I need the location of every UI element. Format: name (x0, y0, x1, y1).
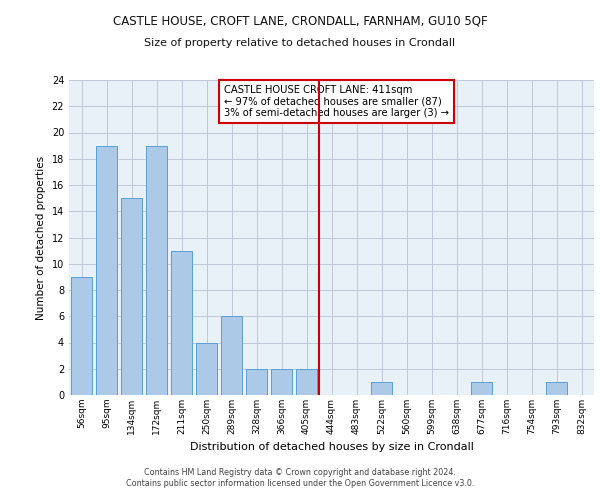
Bar (71, 277, 92, 395)
X-axis label: Distribution of detached houses by size in Crondall: Distribution of detached houses by size … (190, 442, 473, 452)
Bar (121, 198, 142, 395)
Y-axis label: Number of detached properties: Number of detached properties (36, 156, 46, 320)
Bar (371, 382, 392, 395)
Bar (221, 316, 242, 395)
Text: Size of property relative to detached houses in Crondall: Size of property relative to detached ho… (145, 38, 455, 48)
Text: CASTLE HOUSE CROFT LANE: 411sqm
← 97% of detached houses are smaller (87)
3% of : CASTLE HOUSE CROFT LANE: 411sqm ← 97% of… (224, 84, 449, 118)
Bar (246, 369, 267, 395)
Bar (171, 250, 192, 395)
Bar (546, 382, 567, 395)
Bar (271, 369, 292, 395)
Bar (471, 382, 492, 395)
Text: CASTLE HOUSE, CROFT LANE, CRONDALL, FARNHAM, GU10 5QF: CASTLE HOUSE, CROFT LANE, CRONDALL, FARN… (113, 15, 487, 28)
Bar (196, 342, 217, 395)
Bar (296, 369, 317, 395)
Bar (96, 146, 117, 395)
Bar (146, 146, 167, 395)
Text: Contains HM Land Registry data © Crown copyright and database right 2024.
Contai: Contains HM Land Registry data © Crown c… (126, 468, 474, 487)
